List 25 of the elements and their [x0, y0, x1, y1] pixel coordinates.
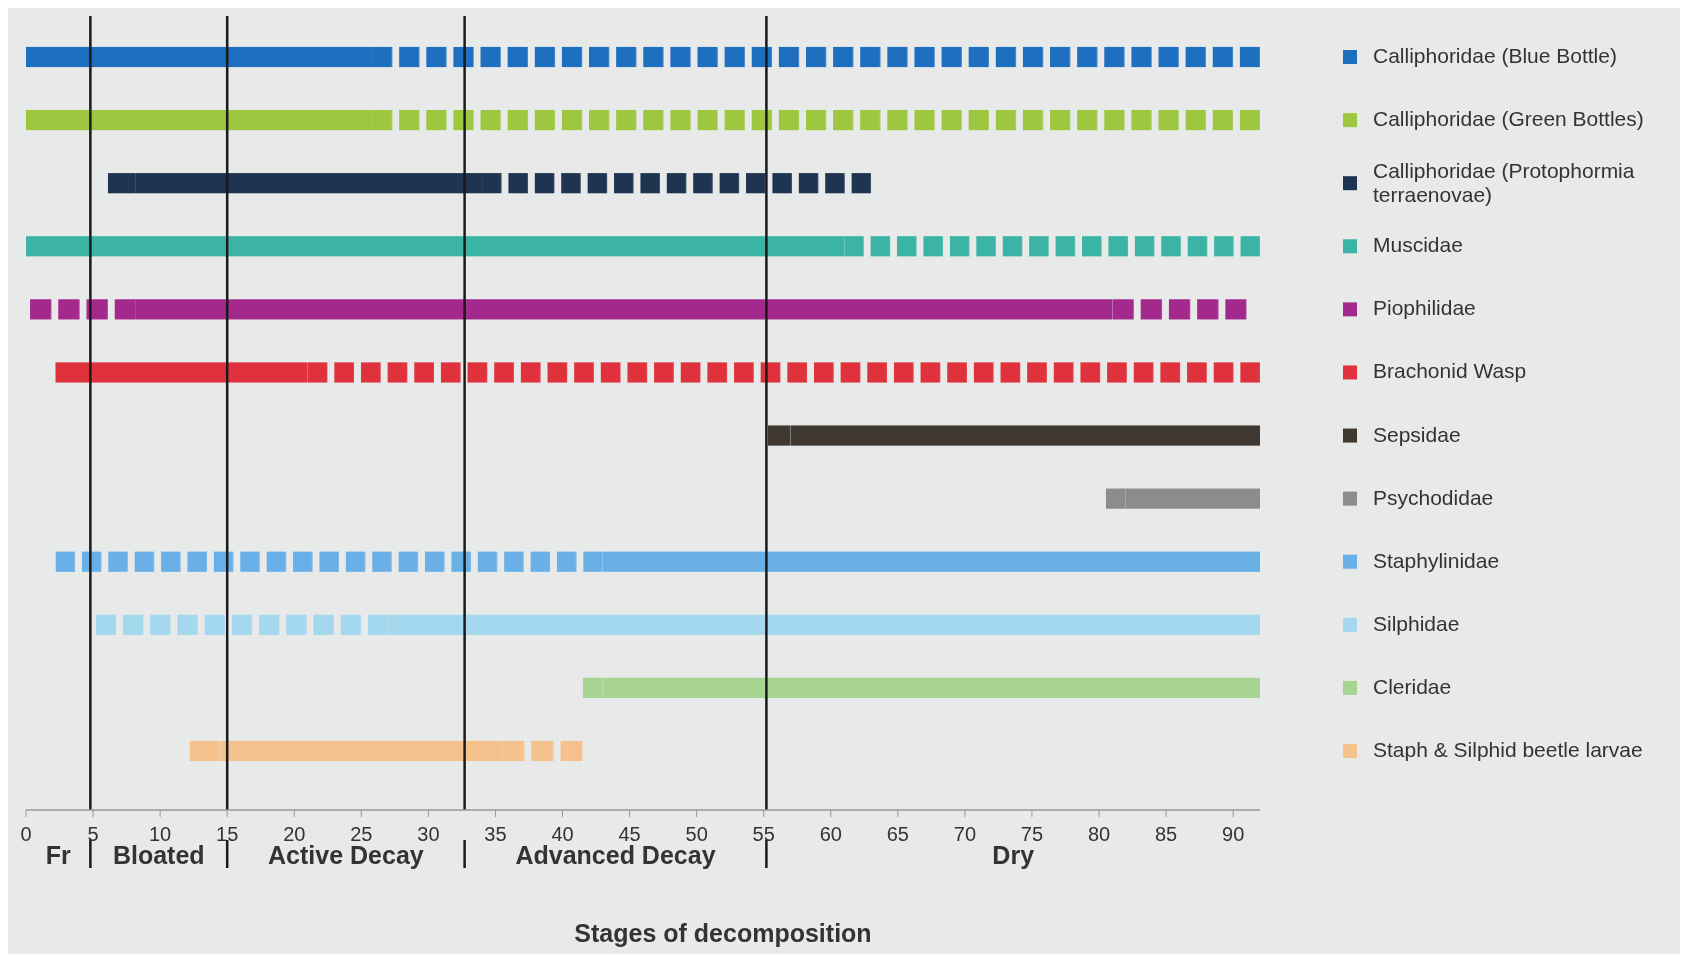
legend-label: Sepsidae [1373, 422, 1461, 446]
legend-label: Calliphoridae (Protophormia terraenovae) [1373, 159, 1635, 207]
legend-label: Calliphoridae (Green Bottles) [1373, 107, 1644, 131]
legend-label: Staph & Silphid beetle larvae [1373, 737, 1643, 761]
x-tick-label: 80 [1087, 823, 1111, 845]
x-tick-label: 85 [1154, 823, 1178, 845]
x-tick-label: 55 [752, 823, 775, 845]
legend-label: Staphylinidae [1373, 548, 1500, 572]
legend-label: Muscidae [1373, 233, 1463, 257]
x-tick-label: 60 [819, 823, 842, 845]
x-tick-label: 35 [484, 823, 507, 845]
legend-label: Psychodidae [1373, 485, 1494, 509]
x-tick-label: 0 [20, 823, 32, 845]
legend-label: Piophilidae [1373, 296, 1476, 320]
legend-label: Calliphoridae (Blue Bottle) [1373, 44, 1617, 68]
x-tick-label: 15 [216, 823, 239, 845]
x-tick-label: 70 [953, 823, 977, 845]
x-tick-label: 90 [1222, 823, 1245, 845]
legend-label: Brachonid Wasp [1373, 359, 1527, 383]
legend-label: Silphidae [1373, 611, 1460, 635]
x-tick-label: 65 [886, 823, 909, 845]
legend-label: Cleridae [1373, 674, 1452, 698]
text: Fr [45, 841, 71, 869]
x-axis-title: Stages of decomposition [574, 919, 872, 947]
x-tick-label: 5 [87, 823, 99, 845]
